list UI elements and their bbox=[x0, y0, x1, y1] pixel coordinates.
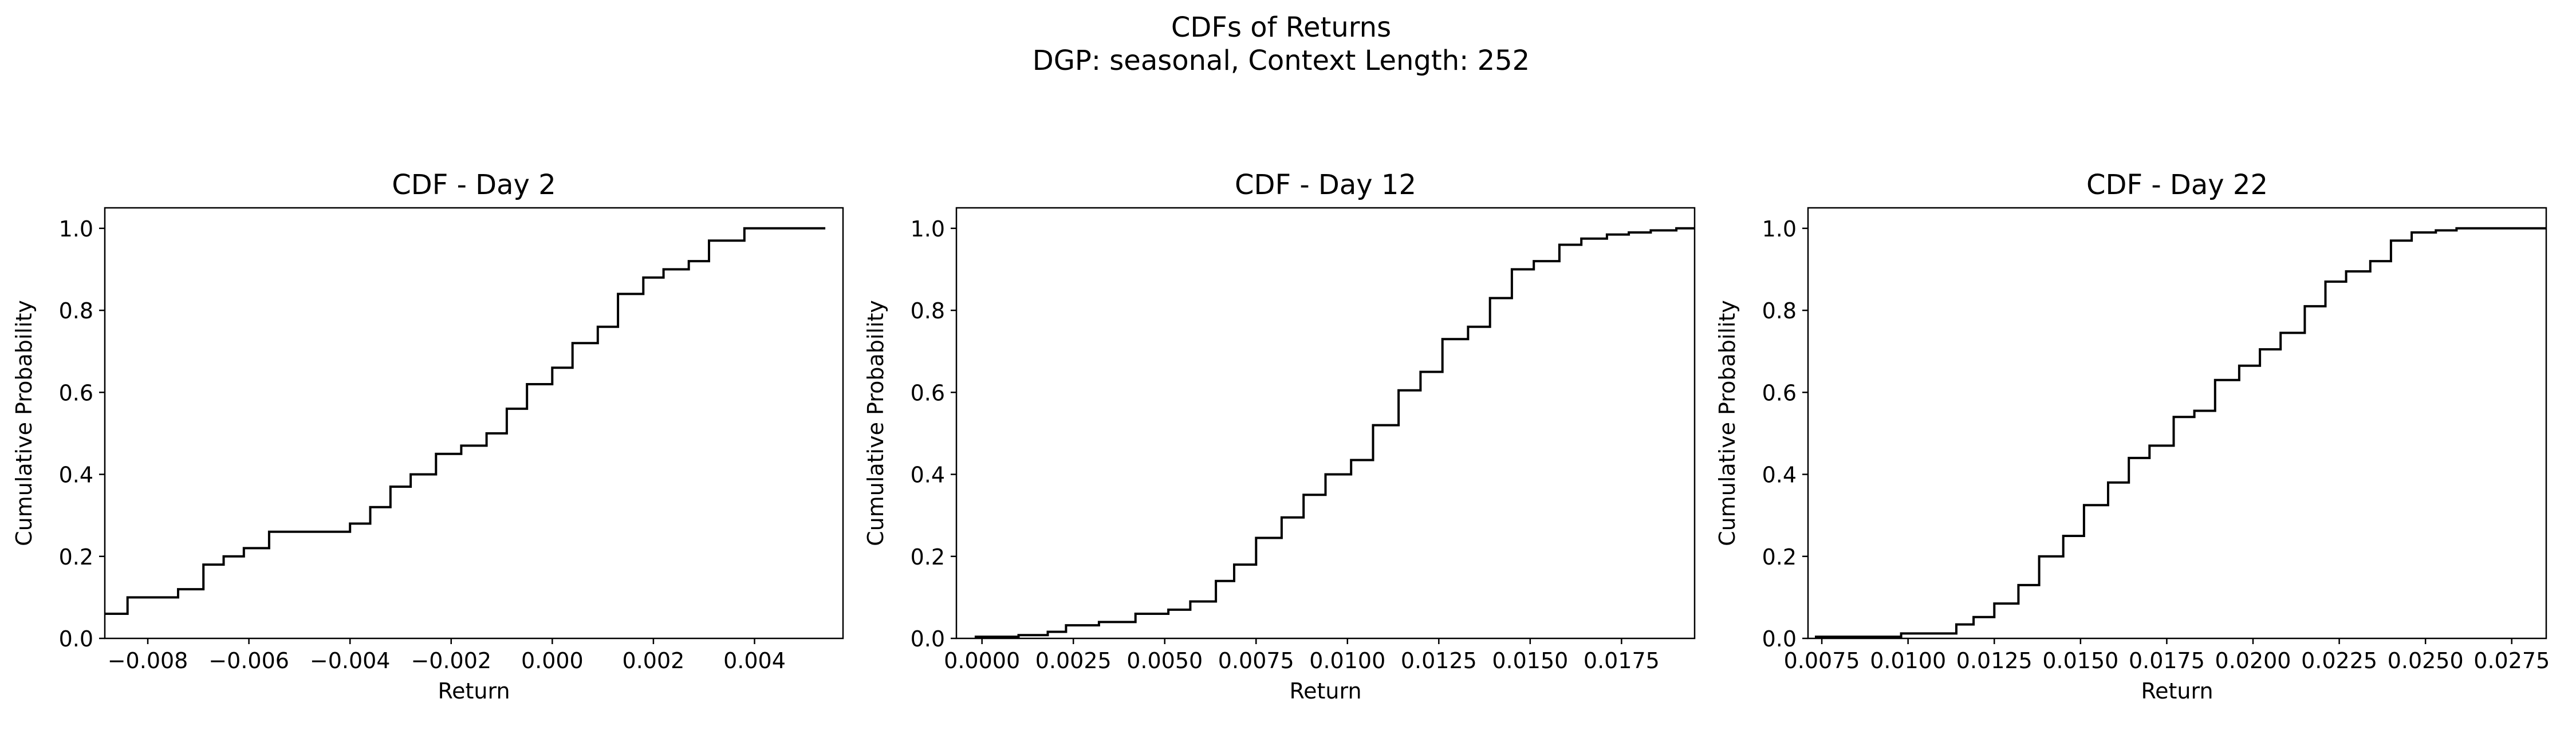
y-tick-label: 0.8 bbox=[59, 298, 93, 323]
cdf-panel-day-2: −0.008 −0.006 −0.004 −0.002 0.000 0.002 0.004 0… bbox=[11, 169, 844, 704]
x-tick-label: 0.0075 bbox=[1784, 648, 1860, 673]
x-tick-label: 0.000 bbox=[521, 648, 584, 673]
cdf-panel-day-12: 0.0000 0.0025 0.0050 0.0075 0.0100 0.0125 0.01… bbox=[863, 169, 1696, 704]
y-tick-label: 0.4 bbox=[911, 463, 945, 488]
x-tick-label: 0.0100 bbox=[1309, 648, 1385, 673]
y-tick-label: 0.8 bbox=[1762, 298, 1797, 323]
x-tick-label: −0.006 bbox=[208, 648, 289, 673]
panel-title: CDF - Day 22 bbox=[2086, 169, 2268, 201]
panel-title: CDF - Day 2 bbox=[392, 169, 556, 201]
y-tick-label: 0.0 bbox=[911, 626, 945, 652]
x-tick-label: 0.0250 bbox=[2388, 648, 2464, 673]
x-tick-label: 0.0125 bbox=[1956, 648, 2033, 673]
y-tick-label: 0.6 bbox=[59, 380, 93, 405]
y-tick-label: 0.0 bbox=[1762, 626, 1797, 652]
figure-title: CDFs of Returns bbox=[1171, 11, 1391, 44]
y-axis-label: Cumulative Probability bbox=[1715, 300, 1740, 546]
x-tick-label: 0.0000 bbox=[944, 648, 1020, 673]
x-tick-label: −0.008 bbox=[108, 648, 188, 673]
y-tick-label: 0.0 bbox=[59, 626, 93, 652]
x-tick-label: 0.0150 bbox=[2042, 648, 2118, 673]
cdf-step-line bbox=[1815, 227, 2546, 638]
axes-frame bbox=[104, 207, 844, 640]
x-tick-label: 0.0200 bbox=[2215, 648, 2291, 673]
x-tick-label: 0.0100 bbox=[1870, 648, 1946, 673]
x-tick-label: 0.0225 bbox=[2301, 648, 2377, 673]
cdf-step-line bbox=[974, 227, 1695, 638]
x-axis-label: Return bbox=[2141, 678, 2213, 704]
y-tick-label: 0.2 bbox=[911, 544, 945, 570]
axes-frame bbox=[1807, 207, 2547, 640]
y-tick-label: 0.6 bbox=[911, 380, 945, 405]
x-tick-label: 0.0050 bbox=[1126, 648, 1203, 673]
x-tick-label: −0.002 bbox=[411, 648, 491, 673]
panel-title: CDF - Day 12 bbox=[1235, 169, 1416, 201]
y-tick-label: 0.2 bbox=[1762, 544, 1797, 570]
x-tick-label: 0.0175 bbox=[2129, 648, 2205, 673]
y-tick-label: 0.8 bbox=[911, 298, 945, 323]
x-tick-label: 0.0075 bbox=[1218, 648, 1294, 673]
x-tick-label: 0.0275 bbox=[2473, 648, 2550, 673]
y-axis-label: Cumulative Probability bbox=[863, 300, 888, 546]
x-tick-label: 0.0025 bbox=[1035, 648, 1112, 673]
figure-subtitle: DGP: seasonal, Context Length: 252 bbox=[1033, 45, 1530, 77]
cdf-step-line bbox=[105, 227, 826, 615]
x-tick-label: 0.0125 bbox=[1401, 648, 1477, 673]
y-tick-label: 1.0 bbox=[911, 216, 945, 242]
y-tick-label: 1.0 bbox=[1762, 216, 1797, 242]
x-tick-label: −0.004 bbox=[310, 648, 391, 673]
x-axis-label: Return bbox=[438, 678, 510, 704]
y-tick-label: 0.2 bbox=[59, 544, 93, 570]
x-tick-label: 0.0150 bbox=[1492, 648, 1568, 673]
y-tick-label: 0.6 bbox=[1762, 380, 1797, 405]
x-tick-label: 0.0175 bbox=[1584, 648, 1660, 673]
axes-frame bbox=[955, 207, 1696, 640]
y-tick-label: 0.4 bbox=[1762, 463, 1797, 488]
y-axis-label: Cumulative Probability bbox=[11, 300, 37, 546]
x-tick-label: 0.004 bbox=[723, 648, 786, 673]
cdf-panel-day-22: 0.0075 0.0100 0.0125 0.0150 0.0175 0.0200 0.02… bbox=[1715, 169, 2550, 704]
x-tick-label: 0.002 bbox=[623, 648, 685, 673]
x-axis-label: Return bbox=[1289, 678, 1361, 704]
y-tick-label: 0.4 bbox=[59, 463, 93, 488]
y-tick-label: 1.0 bbox=[59, 216, 93, 242]
